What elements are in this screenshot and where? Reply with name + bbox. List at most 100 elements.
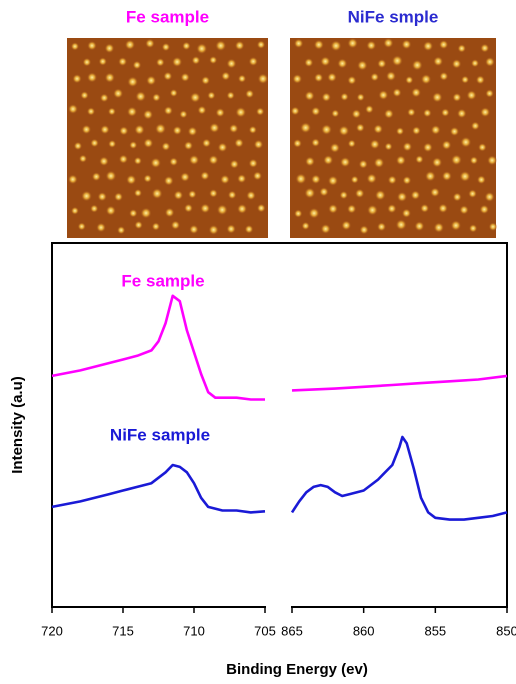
afm-dot	[320, 223, 331, 234]
afm-dot	[441, 171, 452, 182]
afm-dot	[237, 203, 248, 214]
afm-dot	[423, 142, 433, 153]
afm-dot	[293, 138, 302, 148]
afm-dot	[451, 154, 462, 166]
afm-dot	[90, 138, 99, 148]
afm-dot	[313, 39, 324, 50]
afm-dot	[395, 219, 407, 231]
afm-dot	[169, 157, 179, 167]
afm-dot	[134, 124, 145, 135]
afm-dot	[469, 156, 479, 165]
afm-dot	[99, 156, 109, 167]
afm-dot	[359, 225, 369, 235]
afm-dot	[78, 154, 88, 163]
afm-dot	[86, 107, 96, 116]
afm-dot	[183, 141, 194, 151]
afm-dot	[209, 188, 218, 198]
afm-dot	[339, 156, 351, 168]
afm-dot	[366, 40, 377, 51]
afm-dot	[378, 90, 389, 101]
afm-dot	[70, 206, 79, 215]
afm-dot	[422, 40, 434, 52]
afm-dot	[338, 125, 350, 137]
afm-dot	[451, 59, 462, 69]
afm-dot	[441, 140, 452, 150]
afm-dot	[215, 107, 225, 118]
afm-dot	[329, 142, 340, 153]
afm-dot	[370, 72, 380, 82]
afm-dot	[339, 190, 348, 200]
afm-dot	[169, 88, 178, 98]
afm-dot	[411, 126, 421, 136]
afm-dot	[73, 141, 83, 151]
afm-dot	[347, 75, 357, 85]
afm-dot	[432, 92, 443, 103]
afm-dot	[321, 92, 331, 102]
afm-dot	[80, 91, 89, 100]
afm-dot	[366, 173, 377, 184]
afm-dot	[358, 159, 368, 169]
afm-dot	[479, 204, 490, 215]
afm-dot	[129, 141, 138, 150]
afm-dot	[114, 192, 124, 202]
afm-dot	[420, 203, 430, 213]
afm-dot	[423, 108, 432, 118]
afm-dot	[373, 124, 383, 134]
afm-dot	[226, 58, 237, 69]
afm-dot	[295, 173, 307, 185]
afm-dot	[355, 123, 365, 133]
afm-dot	[387, 203, 397, 214]
afm-dot	[200, 203, 211, 214]
afm-dot	[237, 174, 247, 184]
afm-dot	[438, 203, 448, 214]
afm-dot	[229, 123, 239, 134]
afm-dot	[108, 139, 117, 148]
afm-dot	[405, 75, 414, 85]
spectrum-line	[51, 294, 265, 401]
afm-dot	[82, 57, 92, 67]
afm-dot	[155, 57, 165, 67]
afm-dot	[430, 187, 440, 198]
afm-dot	[383, 108, 394, 119]
afm-dot	[209, 122, 220, 133]
afm-dot	[407, 108, 416, 117]
x-tick-label: 720	[41, 623, 63, 638]
afm-dot	[301, 221, 310, 231]
afm-dot	[373, 157, 385, 169]
axis-break	[266, 600, 291, 614]
afm-dot	[350, 175, 359, 184]
x-tick-label: 855	[424, 623, 446, 638]
afm-dot	[459, 170, 471, 182]
afm-dot	[304, 90, 315, 101]
afm-dot	[217, 142, 228, 153]
afm-dot	[104, 43, 115, 54]
afm-dot	[105, 170, 117, 182]
afm-dot	[252, 171, 263, 181]
afm-dot	[208, 154, 219, 165]
afm-dot	[90, 204, 99, 213]
afm-dot	[91, 172, 101, 182]
afm-dot	[180, 172, 190, 182]
afm-dot	[485, 56, 495, 67]
afm-dot	[292, 74, 303, 84]
afm-dot	[484, 191, 495, 202]
afm-dot	[196, 43, 208, 55]
afm-dot	[461, 75, 470, 84]
afm-dot	[480, 107, 491, 118]
afm-dot	[182, 41, 191, 51]
afm-dot	[311, 174, 321, 185]
afm-dot	[457, 44, 466, 53]
afm-dot	[337, 58, 348, 69]
afm-dot	[145, 38, 155, 49]
afm-dot	[488, 222, 498, 232]
afm-dot	[87, 40, 97, 51]
spectrum-line	[290, 435, 508, 521]
afm-dot	[170, 220, 181, 230]
afm-dot	[67, 174, 78, 185]
afm-dot	[248, 56, 258, 67]
afm-dot	[226, 224, 236, 234]
afm-dot	[402, 141, 413, 152]
afm-dot	[341, 220, 352, 231]
afm-dot	[308, 207, 320, 219]
afm-dot	[439, 71, 449, 81]
